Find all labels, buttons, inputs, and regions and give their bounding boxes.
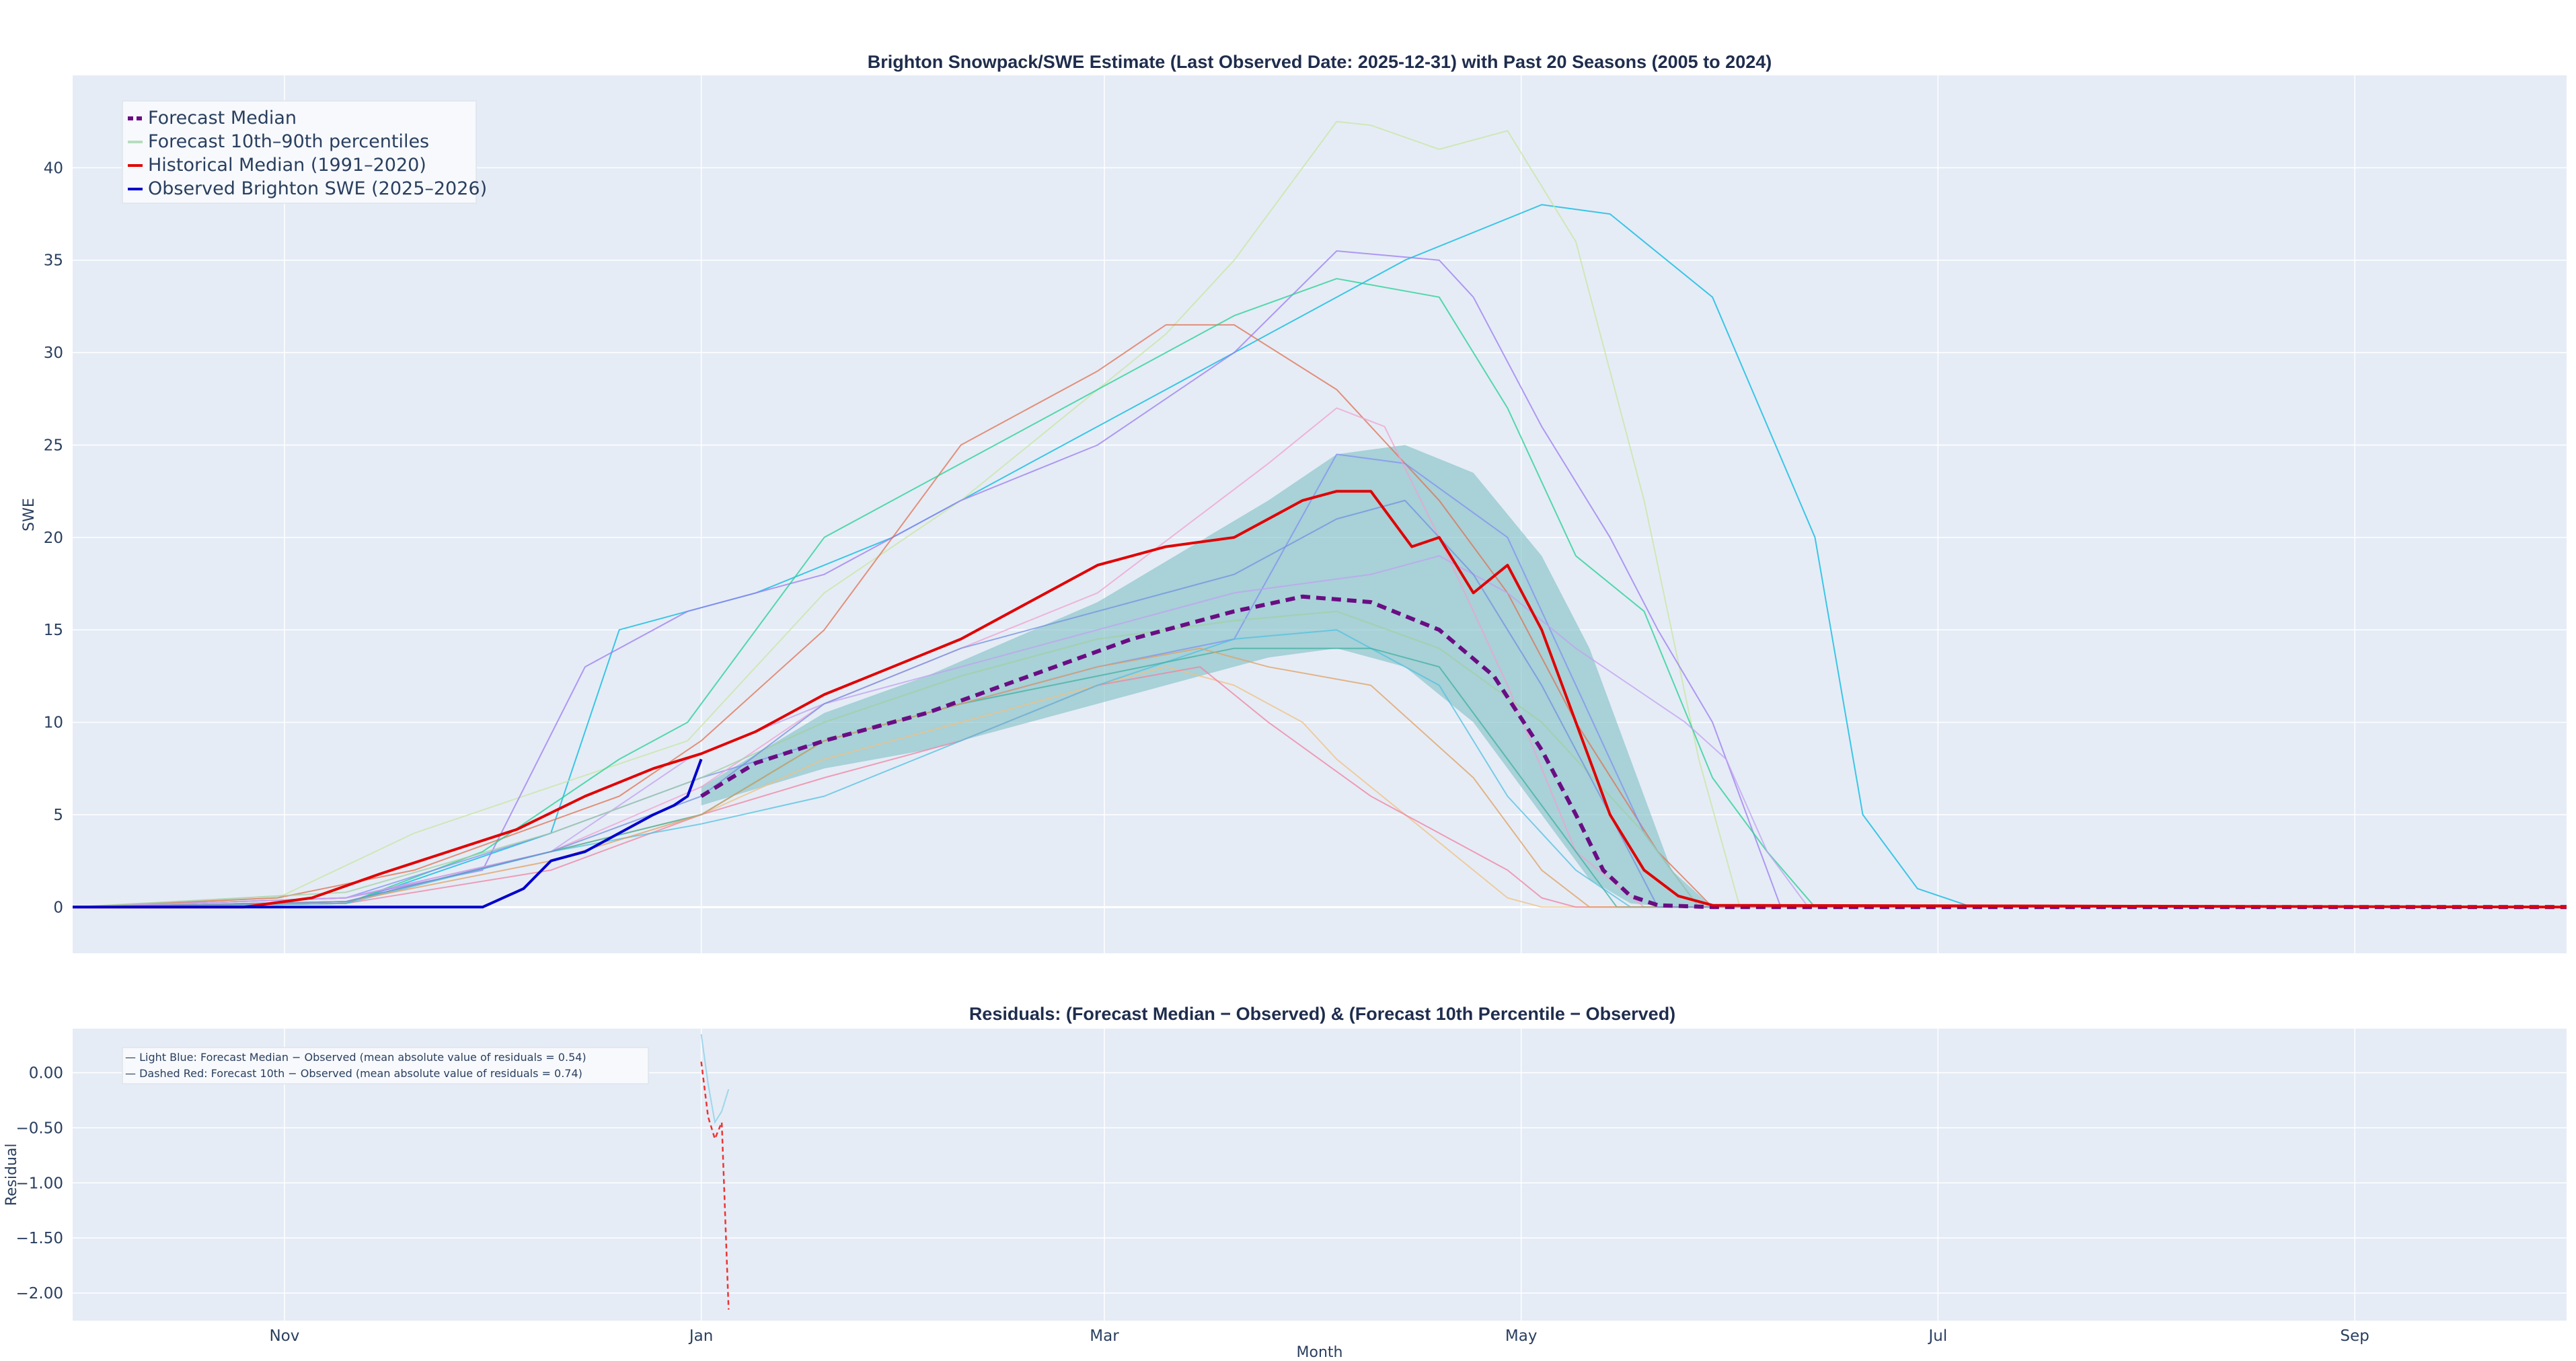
residual-y-label: Residual	[3, 1144, 20, 1206]
main-y-tick-label: 10	[44, 714, 63, 732]
series-line-past-season-2009	[72, 278, 2567, 908]
main-y-tick-label: 20	[44, 529, 63, 547]
residual-legend-label-median: — Light Blue: Forecast Median − Observed…	[125, 1051, 586, 1064]
legend-label-forecast-band: Forecast 10th–90th percentiles	[148, 131, 429, 152]
series-line-past-season-2005	[72, 204, 2567, 908]
main-legend: Forecast Median Forecast 10th–90th perce…	[122, 100, 487, 204]
main-y-tick-label: 0	[53, 899, 63, 916]
residual-x-ticks: Nov Jan Mar May Jul Sep	[269, 1327, 2369, 1345]
residual-x-tick-label: May	[1505, 1327, 1538, 1345]
main-title: Brighton Snowpack/SWE Estimate (Last Obs…	[868, 52, 1772, 72]
main-y-tick-label: 40	[44, 159, 63, 177]
residual-y-tick-label: −2.00	[16, 1285, 63, 1302]
residual-y-tick-label: −0.50	[16, 1119, 63, 1137]
residual-x-tick-label: Mar	[1090, 1327, 1119, 1345]
main-y-label: SWE	[21, 498, 38, 531]
series-line-past-season-2015	[72, 555, 2567, 908]
residual-legend-label-10th: — Dashed Red: Forecast 10th − Observed (…	[125, 1067, 582, 1080]
residual-x-tick-label: Sep	[2340, 1327, 2369, 1345]
residual-x-tick-label: Nov	[269, 1327, 299, 1345]
main-y-tick-label: 25	[44, 437, 63, 454]
residual-y-tick-label: 0.00	[29, 1065, 63, 1082]
series-line-past-season-2011	[72, 407, 2567, 908]
series-line-past-season-2006	[72, 120, 2567, 908]
series-line-past-season-2013	[72, 666, 2567, 908]
series-line-past-season-2007	[72, 250, 2567, 908]
main-y-tick-label: 5	[53, 807, 63, 824]
series-line-past-season-2008	[72, 324, 2567, 908]
series-line-historical-median-1991-2020-	[73, 490, 2567, 909]
main-series-group	[72, 120, 2567, 910]
main-y-ticks: 0 5 10 15 20 25 30 35 40	[44, 159, 63, 916]
main-y-tick-label: 35	[44, 252, 63, 270]
residual-x-tick-label: Jan	[688, 1327, 713, 1345]
series-line-observed-brighton-swe-2025-2026-	[73, 758, 703, 909]
main-legend-box	[122, 100, 477, 204]
series-line-past-season-2019	[72, 499, 2567, 908]
residual-legend: — Light Blue: Forecast Median − Observed…	[122, 1047, 649, 1084]
residual-y-tick-label: −1.50	[16, 1230, 63, 1247]
main-y-tick-label: 30	[44, 344, 63, 362]
residual-y-tick-label: −1.00	[16, 1175, 63, 1192]
residual-x-tick-label: Jul	[1927, 1327, 1947, 1345]
residual-y-ticks: 0.00 −0.50 −1.00 −1.50 −2.00	[16, 1065, 63, 1303]
residual-x-label: Month	[1297, 1344, 1343, 1361]
residual-legend-box	[122, 1047, 649, 1084]
residual-series-group	[700, 1034, 730, 1310]
series-line-past-season-2016	[72, 647, 2567, 908]
legend-label-observed: Observed Brighton SWE (2025–2026)	[148, 178, 487, 199]
residual-line-forecast-median-observed	[700, 1034, 730, 1124]
main-y-tick-label: 15	[44, 622, 63, 639]
series-line-forecast-median	[700, 594, 2567, 910]
legend-label-historical-median: Historical Median (1991–2020)	[148, 155, 426, 176]
legend-label-forecast-median: Forecast Median	[148, 108, 297, 128]
residual-title: Residuals: (Forecast Median − Observed) …	[969, 1004, 1675, 1024]
main-grid	[73, 75, 2567, 953]
